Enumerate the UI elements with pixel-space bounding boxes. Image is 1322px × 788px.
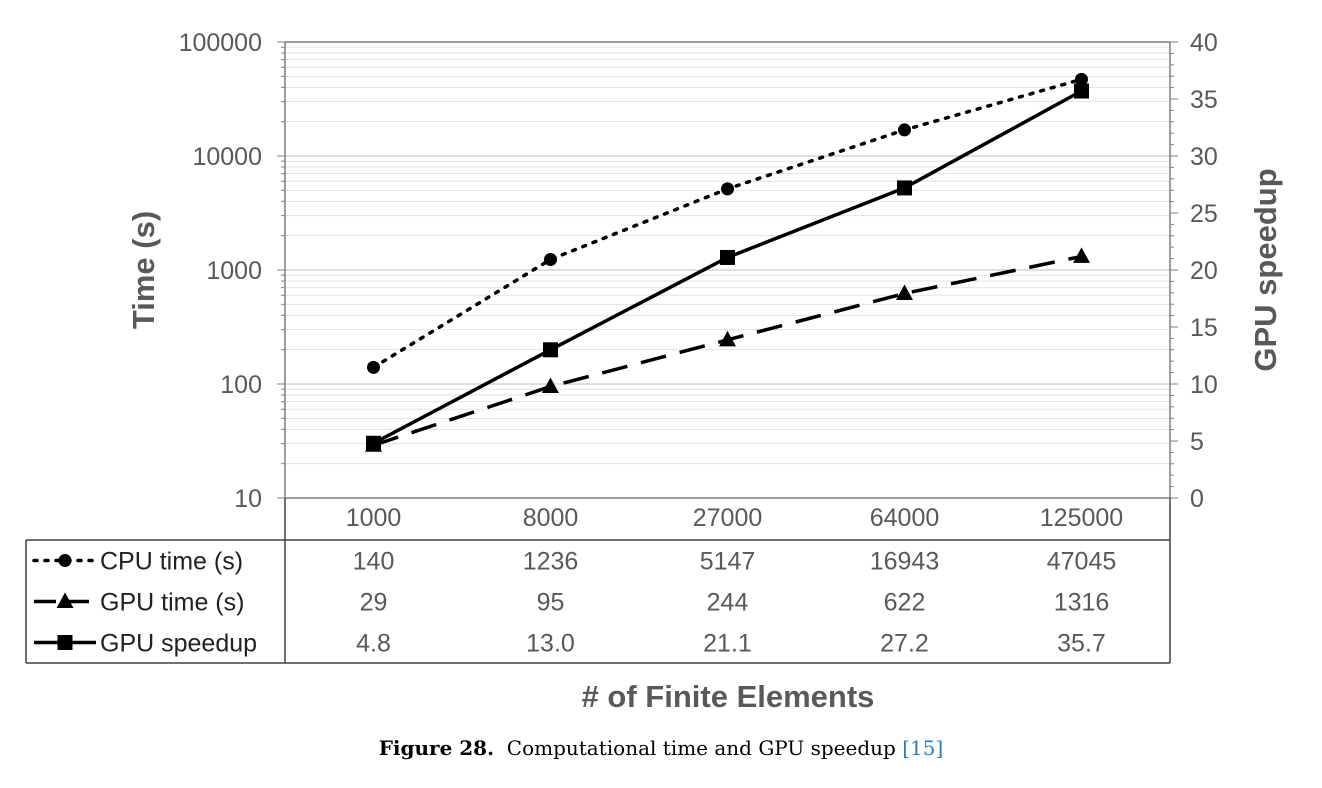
legend-key-marker-gpu-speedup [57,635,73,650]
series-point-cpu-time-s [721,182,734,196]
y-right-tick-label: 0 [1190,485,1204,513]
table-cell-value: 16943 [870,548,940,576]
chart: 100000 10000 1000 100 10 40 35 30 25 20 15 10 5 0 100… [25,29,1283,714]
table-cell-value: 21.1 [703,630,752,658]
legend-key-marker-cpu-time-s [58,554,72,567]
legend-key-marker-gpu-time-s [56,592,74,608]
series-point-gpu-speedup [366,435,381,451]
y-left-tick-label: 1000 [206,257,262,285]
y-right-tick-label: 25 [1190,200,1218,228]
series-point-gpu-speedup [1074,83,1089,99]
series-point-gpu-speedup [897,180,912,196]
series-point-cpu-time-s [1075,72,1088,86]
table-cell-value: 140 [353,548,395,576]
series-point-gpu-speedup [543,342,558,358]
y-right-tick-label: 35 [1190,86,1218,114]
series-layer [365,72,1090,452]
y-left-tick-label: 100000 [179,29,262,57]
y-left-tick-label: 10 [234,485,262,513]
series-point-cpu-time-s [544,253,557,267]
caption-text: Computational time and GPU speedup [506,736,896,760]
series-line-gpu-speedup [372,89,1083,445]
y-right-tick-label: 40 [1190,29,1218,57]
series-point-gpu-time-s [896,284,913,301]
y-right-tick-label: 5 [1190,428,1204,456]
series-point-gpu-time-s [719,330,736,347]
table-cell-value: 35.7 [1057,630,1106,658]
series-point-cpu-time-s [898,123,911,137]
y-right-tick-label: 30 [1190,143,1218,171]
x-tick-label: 8000 [523,504,579,532]
right-axis-ticks: 40 35 30 25 20 15 10 5 0 1000 8000 27000 64000 125000 [346,29,1218,532]
series-point-gpu-time-s [1073,247,1090,263]
legend-label: GPU time (s) [100,589,244,617]
legend-label: CPU time (s) [100,548,243,576]
data-table: CPU time (s) 140 1236 5147 16943 47045 GPU tim… [25,498,1171,664]
left-axis-ticks: 100000 10000 1000 100 10 [179,29,285,513]
x-tick-label: 125000 [1040,504,1123,532]
table-cell-value: 95 [537,589,565,617]
series-point-gpu-time-s [542,377,559,394]
table-cell-value: 622 [884,589,926,617]
table-cell-value: 1316 [1054,589,1110,617]
series-point-cpu-time-s [367,360,380,374]
legend-label: GPU speedup [100,630,257,658]
y-left-tick-label: 100 [220,371,262,399]
series-point-gpu-speedup [720,249,735,265]
table-cell-value: 4.8 [356,630,391,658]
series-line-gpu-time-s [372,254,1082,447]
table-cell-value: 29 [360,589,388,617]
table-cell-value: 47045 [1047,548,1117,576]
y-right-tick-label: 15 [1190,314,1218,342]
x-tick-label: 27000 [693,504,763,532]
series-line-cpu-time-s [371,77,1084,370]
table-cell-value: 5147 [700,548,756,576]
y-axis-left-title: Time (s) [126,211,161,329]
caption-label: Figure 28. [378,736,495,760]
table-cell-value: 13.0 [526,630,575,658]
x-axis-title: # of Finite Elements [582,679,875,714]
table-cell-value: 27.2 [880,630,929,658]
y-left-tick-label: 10000 [192,143,262,171]
table-cell-value: 244 [707,589,749,617]
figure-caption: Figure 28. Computational time and GPU sp… [0,736,1322,760]
y-axis-right-title: GPU speedup [1248,168,1283,371]
x-tick-label: 1000 [346,504,402,532]
x-tick-label: 64000 [870,504,940,532]
y-right-tick-label: 10 [1190,371,1218,399]
caption-reference-link[interactable]: [15] [902,736,944,760]
y-right-tick-label: 20 [1190,257,1218,285]
table-cell-value: 1236 [523,548,579,576]
